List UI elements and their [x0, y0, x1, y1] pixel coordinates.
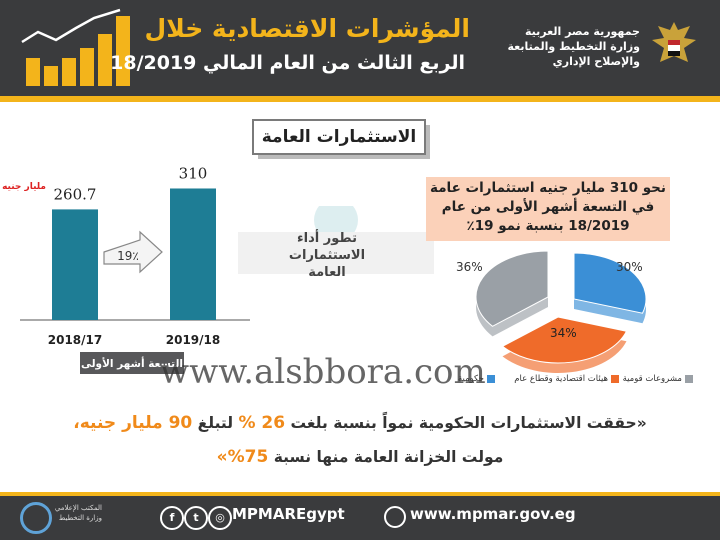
summary-text-part: لتبلغ: [197, 414, 234, 432]
legend-item-economic: هيئات اقتصادية وقطاع عام: [514, 374, 619, 384]
summary-line-1: «حققت الاستثمارات الحكومية نمواً بنسبة ب…: [40, 406, 680, 440]
egypt-eagle-emblem: [652, 22, 696, 62]
header-accent-line: [0, 96, 720, 102]
ministry-line: والإصلاح الإداري: [552, 55, 640, 68]
unit-label: مليار جنيه: [2, 182, 46, 192]
headline-line: 18/2019 بنسبة نمو 19٪: [466, 218, 630, 234]
media-office-label: المكتب الإعلامي وزارة التخطيط: [54, 504, 102, 522]
legend-swatch: [685, 374, 693, 383]
media-office-logo: [20, 502, 52, 534]
pie-slice: [501, 316, 628, 364]
legend-swatch: [611, 374, 619, 383]
website-link[interactable]: www.mpmar.gov.eg: [410, 505, 576, 523]
headline-line: نحو 310 مليار جنيه استثمارات عامة: [430, 180, 666, 196]
headline-line: في التسعة أشهر الأولى من عام: [441, 199, 655, 215]
page-subtitle: الربع الثالث من العام المالي 18/2019: [110, 52, 465, 74]
bar-chart: 260.7 2018/17 310 2019/18 مليار جنيه 19٪ التسع…: [2, 164, 250, 374]
category-label: 2018/17: [48, 333, 102, 347]
legend-label: مشروعات قومية: [622, 374, 682, 384]
summary-text: «حققت الاستثمارات الحكومية نمواً بنسبة ب…: [40, 406, 680, 474]
summary-highlight: 75%»: [216, 447, 269, 467]
summary-text-part: مولت الخزانة العامة منها نسبة: [273, 448, 504, 466]
pie-value-label: 36%: [456, 260, 483, 274]
bar: [52, 209, 98, 320]
watermark-logo: [238, 206, 434, 274]
pie-value-label: 30%: [616, 260, 643, 274]
rising-bar-chart-icon: [21, 8, 130, 86]
legend-item-gov: حكومية: [458, 374, 495, 384]
footer-accent-line: [0, 492, 720, 496]
category-label: 2019/18: [166, 333, 220, 347]
ministry-line: جمهورية مصر العربية: [525, 25, 640, 38]
globe-icon: [384, 506, 406, 528]
summary-text-part: «حققت الاستثمارات الحكومية نمواً بنسبة ب…: [290, 414, 647, 432]
pie-slice: [475, 250, 549, 327]
twitter-icon[interactable]: t: [184, 506, 208, 530]
ministry-name: جمهورية مصر العربية وزارة التخطيط والمتا…: [508, 24, 640, 69]
legend-label: حكومية: [457, 374, 484, 384]
growth-label: 19٪: [117, 249, 139, 263]
pie-slice: [573, 252, 647, 314]
watermark-label: تطور أداء الاستثمارات العامة: [288, 231, 366, 280]
summary-line-2: مولت الخزانة العامة منها نسبة 75%»: [40, 440, 680, 474]
summary-highlight: 90 مليار جنيه،: [73, 413, 193, 433]
summary-highlight: 26 %: [238, 413, 286, 433]
bar: [170, 188, 216, 320]
page-title: المؤشرات الاقتصادية خلال: [144, 14, 470, 43]
section-title: الاستثمارات العامة: [252, 119, 426, 155]
pie-chart: 36% 34% 30%: [456, 250, 647, 373]
legend-item-national: مشروعات قومية: [623, 374, 693, 384]
legend-swatch: [487, 374, 495, 383]
period-label-box: [80, 352, 184, 374]
watermark-url: www.alsbbora.com: [160, 352, 486, 392]
ministry-line: وزارة التخطيط والمتابعة: [507, 40, 640, 53]
legend-label: هيئات اقتصادية وقطاع عام: [514, 374, 608, 384]
bar-value-label: 260.7: [54, 185, 97, 203]
bar-value-label: 310: [179, 164, 208, 182]
headline-box: نحو 310 مليار جنيه استثمارات عامة في الت…: [426, 177, 670, 241]
instagram-icon[interactable]: ◎: [208, 506, 232, 530]
period-label: التسعة أشهر الأولى: [81, 356, 183, 370]
social-handle[interactable]: MPMAREgypt: [232, 505, 345, 523]
footer-bar: المكتب الإعلامي وزارة التخطيط f t ◎ MPMA…: [0, 492, 720, 540]
header-bar: المؤشرات الاقتصادية خلال الربع الثالث من…: [0, 0, 720, 102]
growth-arrow: [103, 230, 163, 274]
pie-legend: مشروعات قومية هيئات اقتصادية وقطاع عام ح…: [440, 374, 695, 388]
facebook-icon[interactable]: f: [160, 506, 184, 530]
pie-value-label: 34%: [550, 326, 577, 340]
